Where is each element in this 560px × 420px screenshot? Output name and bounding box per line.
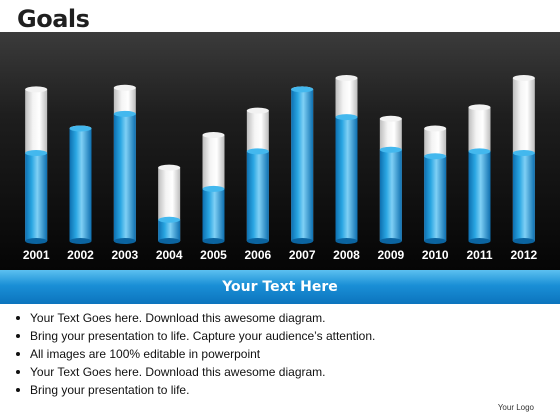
x-tick-label: 2002 (67, 248, 94, 262)
x-tick-label: 2005 (200, 248, 227, 262)
bar-base (246, 238, 269, 244)
x-tick-label: 2003 (111, 248, 138, 262)
bar-base (512, 238, 535, 244)
chart-panel: 2001 2002 2003 2004 2005 2006 2007 2008 2009 2010… (0, 32, 560, 270)
bullet-item: Bring your presentation to life. (14, 381, 375, 399)
bar-top (424, 153, 447, 160)
x-tick-label: 2009 (377, 248, 404, 262)
bar-top (202, 185, 225, 192)
x-tick-label: 2001 (23, 248, 50, 262)
bar-top (379, 146, 402, 153)
bullet-text: Your Text Goes here. Download this aweso… (30, 365, 326, 379)
bar-tube-top (512, 75, 535, 81)
bar-base (69, 238, 92, 244)
x-tick-label: 2012 (510, 248, 537, 262)
bar-top (25, 149, 48, 156)
bar-base (335, 238, 358, 244)
bar-tube-top (335, 75, 358, 81)
bar-base (25, 238, 48, 244)
x-tick-label: 2010 (422, 248, 449, 262)
bar (246, 151, 269, 241)
bullet-item: Bring your presentation to life. Capture… (14, 327, 375, 345)
bar-tube-top (468, 104, 491, 111)
bullet-list: Your Text Goes here. Download this aweso… (14, 309, 375, 399)
bar-top (113, 110, 136, 117)
x-tick-label: 2007 (289, 248, 316, 262)
bar-tube-top (25, 86, 48, 93)
bullet-text: Your Text Goes here. Download this aweso… (30, 311, 326, 325)
bar-tube-top (424, 125, 447, 132)
bullet-dot-icon (16, 334, 20, 338)
bar-top (335, 114, 358, 121)
bar-top (512, 149, 535, 156)
goals-chart: 2001 2002 2003 2004 2005 2006 2007 2008 2009 2010… (23, 75, 538, 262)
bullet-text: All images are 100% editable in powerpoi… (30, 347, 261, 361)
bar-base (202, 238, 225, 244)
bullet-item: All images are 100% editable in powerpoi… (14, 345, 375, 363)
bar-top (158, 216, 181, 223)
bar-tube-top (158, 164, 181, 171)
bullet-dot-icon (16, 370, 20, 374)
bar-base (291, 238, 314, 244)
bar (69, 128, 92, 241)
bar (424, 156, 447, 241)
bar (25, 152, 48, 241)
bar-top (468, 148, 491, 155)
bar-base (113, 238, 136, 244)
x-tick-label: 2004 (156, 248, 183, 262)
bar (335, 117, 358, 241)
bullet-text: Bring your presentation to life. (30, 383, 190, 397)
bar-base (379, 238, 402, 244)
x-tick-label: 2008 (333, 248, 360, 262)
x-tick-label: 2006 (244, 248, 271, 262)
bar-tube-top (113, 84, 136, 91)
bar-tube-top (202, 132, 225, 139)
bar (512, 152, 535, 241)
bar-base (468, 238, 491, 244)
logo-text: Your Logo (497, 403, 534, 412)
bar (291, 89, 314, 241)
bar-top (246, 148, 269, 155)
x-tick-label: 2011 (466, 248, 492, 262)
banner-text: Your Text Here (222, 279, 338, 295)
banner: Your Text Here (0, 270, 560, 304)
bullet-dot-icon (16, 316, 20, 320)
bar (113, 113, 136, 241)
bar-top (291, 86, 314, 93)
bar (379, 149, 402, 241)
bar-base (424, 238, 447, 244)
bar (158, 219, 181, 241)
bullet-dot-icon (16, 388, 20, 392)
bullet-item: Your Text Goes here. Download this aweso… (14, 309, 375, 327)
bullet-item: Your Text Goes here. Download this aweso… (14, 363, 375, 381)
bar-tube-top (379, 115, 402, 122)
bar (202, 188, 225, 241)
bullet-text: Bring your presentation to life. Capture… (30, 329, 376, 343)
slide-title: Goals (17, 5, 90, 33)
bar-top (69, 125, 92, 132)
bar (468, 151, 491, 241)
bar-tube-top (246, 107, 269, 114)
bullet-dot-icon (16, 352, 20, 356)
bar-base (158, 238, 181, 244)
